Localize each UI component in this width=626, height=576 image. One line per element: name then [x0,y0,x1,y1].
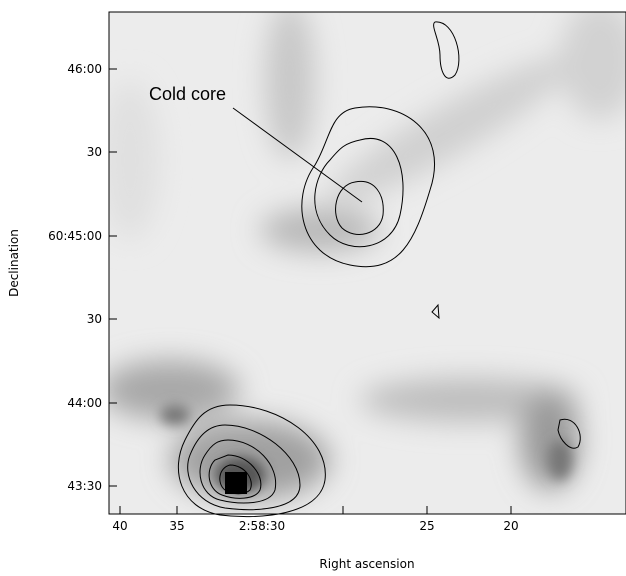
y-tick-label: 60:45:00 [48,229,102,243]
x-axis-label: Right ascension [319,557,414,571]
plot-frame [108,11,626,515]
sky-image [109,12,626,514]
y-tick-label: 46:00 [67,62,102,76]
y-tick-label: 30 [87,312,102,326]
x-tick-label: 40 [112,519,127,533]
x-tick-label: 2:58:30 [239,519,285,533]
annotation-pointer [232,107,363,203]
y-tick-label: 44:00 [67,396,102,410]
y-axis-label: Declination [7,229,21,297]
y-tick-label: 43:30 [67,479,102,493]
x-tick-label: 35 [169,519,184,533]
x-tick-label: 25 [419,519,434,533]
x-tick-label: 20 [503,519,518,533]
y-tick-label: 30 [87,145,102,159]
annotation: Cold core [149,84,226,104]
contours [177,21,581,518]
